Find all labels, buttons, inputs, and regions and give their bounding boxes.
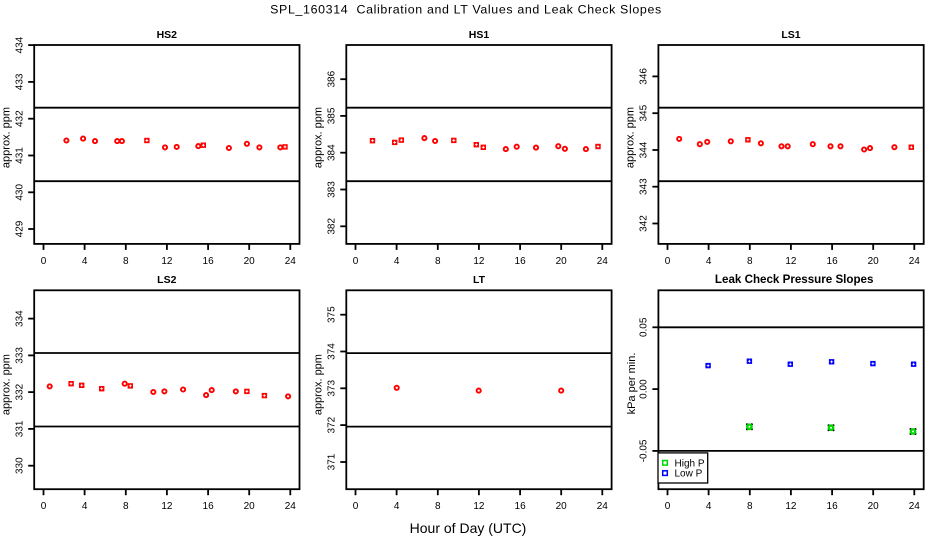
svg-text:kPa per min.: kPa per min. [626,353,638,415]
svg-text:12: 12 [785,256,797,267]
svg-text:24: 24 [909,501,921,512]
svg-text:16: 16 [203,501,215,512]
svg-text:Hour of Day (UTC): Hour of Day (UTC) [410,520,527,536]
svg-text:12: 12 [785,501,797,512]
svg-text:332: 332 [14,383,25,400]
svg-text:0: 0 [665,501,671,512]
svg-text:343: 343 [639,178,650,195]
svg-text:approx. ppm: approx. ppm [1,354,13,415]
svg-text:24: 24 [285,256,297,267]
svg-text:0: 0 [353,256,359,267]
svg-text:334: 334 [14,310,25,327]
svg-text:approx. ppm: approx. ppm [313,107,325,168]
svg-text:16: 16 [515,501,527,512]
svg-text:434: 434 [14,36,25,53]
svg-text:Leak Check Pressure Slopes: Leak Check Pressure Slopes [715,273,874,286]
svg-text:0: 0 [41,256,47,267]
svg-text:20: 20 [556,256,568,267]
svg-text:374: 374 [326,343,337,360]
svg-text:383: 383 [326,181,337,198]
svg-text:384: 384 [326,144,337,161]
svg-text:16: 16 [515,256,527,267]
svg-text:24: 24 [285,501,297,512]
svg-text:approx. ppm: approx. ppm [1,107,13,168]
svg-text:382: 382 [326,218,337,235]
svg-text:12: 12 [473,501,485,512]
svg-text:12: 12 [161,256,173,267]
svg-text:24: 24 [597,501,609,512]
svg-text:20: 20 [244,256,256,267]
svg-text:333: 333 [14,347,25,364]
svg-text:0: 0 [41,501,47,512]
svg-text:385: 385 [326,107,337,124]
svg-text:373: 373 [326,380,337,397]
svg-text:371: 371 [326,453,337,470]
svg-text:16: 16 [827,501,839,512]
svg-text:8: 8 [435,501,441,512]
svg-text:331: 331 [14,420,25,437]
svg-text:330: 330 [14,457,25,474]
svg-text:16: 16 [827,256,839,267]
svg-text:431: 431 [14,147,25,164]
svg-text:8: 8 [123,256,129,267]
svg-text:8: 8 [747,501,753,512]
svg-text:346: 346 [639,68,650,85]
svg-text:approx. ppm: approx. ppm [625,107,637,168]
svg-text:344: 344 [639,141,650,158]
svg-text:High P: High P [675,458,705,469]
svg-text:386: 386 [326,70,337,87]
svg-text:-0.05: -0.05 [639,439,650,462]
svg-text:0: 0 [353,501,359,512]
svg-text:433: 433 [14,73,25,90]
svg-text:4: 4 [394,501,400,512]
svg-text:4: 4 [706,501,712,512]
svg-text:SPL_160314 Calibration and LT: SPL_160314 Calibration and LT Values and… [270,3,662,17]
svg-text:8: 8 [747,256,753,267]
svg-text:432: 432 [14,110,25,127]
svg-text:4: 4 [82,256,88,267]
svg-text:4: 4 [394,256,400,267]
svg-text:16: 16 [203,256,215,267]
svg-text:4: 4 [82,501,88,512]
svg-text:0: 0 [665,256,671,267]
svg-text:342: 342 [639,215,650,232]
svg-text:0.00: 0.00 [639,379,650,399]
svg-text:345: 345 [639,104,650,121]
svg-text:372: 372 [326,416,337,433]
svg-text:LS1: LS1 [781,29,800,41]
svg-text:20: 20 [868,256,880,267]
svg-text:375: 375 [326,306,337,323]
svg-text:20: 20 [244,501,256,512]
svg-text:LT: LT [473,274,486,286]
svg-text:8: 8 [123,501,129,512]
svg-text:Low P: Low P [675,469,703,480]
svg-text:20: 20 [868,501,880,512]
svg-text:12: 12 [473,256,485,267]
svg-text:LS2: LS2 [157,274,176,286]
svg-text:HS2: HS2 [157,29,178,41]
svg-text:12: 12 [161,501,173,512]
svg-text:8: 8 [435,256,441,267]
svg-text:approx. ppm: approx. ppm [313,354,325,415]
svg-text:20: 20 [556,501,568,512]
svg-text:24: 24 [909,256,921,267]
svg-text:429: 429 [14,220,25,237]
svg-text:430: 430 [14,184,25,201]
svg-text:24: 24 [597,256,609,267]
svg-text:0.05: 0.05 [639,317,650,337]
svg-text:HS1: HS1 [469,29,490,41]
svg-text:4: 4 [706,256,712,267]
